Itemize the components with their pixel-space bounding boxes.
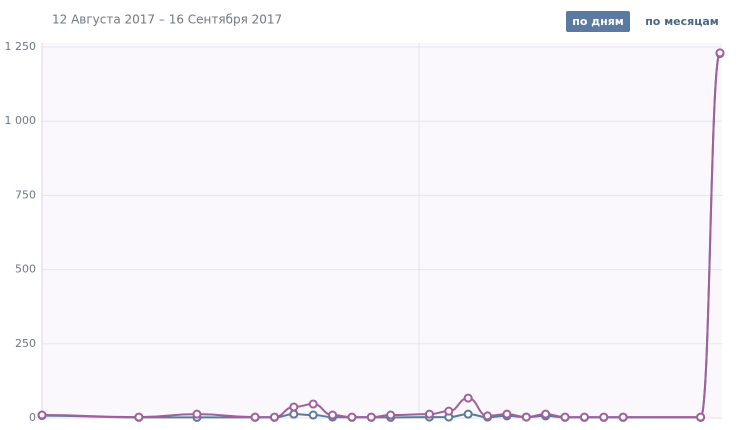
date-range: 12 Августа 2017 – 16 Сентября 2017 [52, 13, 282, 27]
point [463, 409, 473, 419]
point [386, 410, 396, 420]
point [618, 412, 628, 422]
y-tick-label: 500 [15, 263, 36, 276]
point [192, 409, 202, 419]
point [250, 412, 260, 422]
plot-area [42, 43, 722, 419]
point [308, 410, 318, 420]
point [502, 409, 512, 419]
y-tick-label: 0 [29, 411, 36, 424]
point [37, 410, 47, 420]
point [366, 412, 376, 422]
point [134, 412, 144, 422]
point [444, 406, 454, 416]
y-tick-label: 1 000 [5, 114, 37, 127]
point [696, 412, 706, 422]
y-tick-label: 250 [15, 337, 36, 350]
point [347, 412, 357, 422]
button-days[interactable] [566, 11, 630, 32]
point [483, 411, 493, 421]
point [328, 410, 338, 420]
point [463, 393, 473, 403]
y-tick-label: 750 [15, 188, 36, 201]
point [541, 409, 551, 419]
point [269, 412, 279, 422]
point [289, 402, 299, 412]
y-tick-label: 1 250 [5, 40, 37, 53]
point [579, 412, 589, 422]
point [424, 409, 434, 419]
point [308, 399, 318, 409]
point [521, 412, 531, 422]
point [289, 409, 299, 419]
point [599, 412, 609, 422]
button-months-label[interactable]: по месяцам [645, 15, 719, 28]
point [715, 48, 725, 58]
point [560, 412, 570, 422]
button-days-label[interactable]: по дням [572, 15, 624, 28]
